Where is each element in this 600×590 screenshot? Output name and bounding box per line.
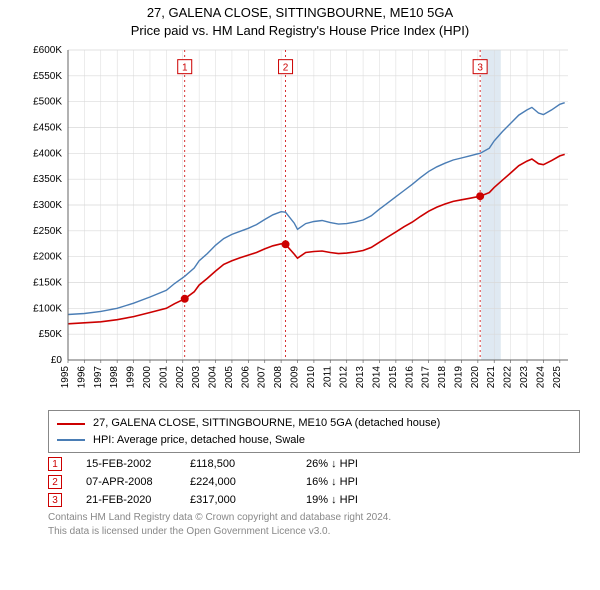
- sale-date: 07-APR-2008: [70, 476, 182, 488]
- sale-diff: 19% ↓ HPI: [306, 494, 426, 506]
- svg-text:£500K: £500K: [33, 97, 62, 108]
- sale-marker: 2: [48, 475, 62, 489]
- svg-text:2019: 2019: [453, 366, 464, 389]
- svg-text:£0: £0: [51, 355, 63, 366]
- sale-date: 21-FEB-2020: [70, 494, 182, 506]
- sale-row: 1 15-FEB-2002 £118,500 26% ↓ HPI: [48, 457, 580, 471]
- svg-text:£50K: £50K: [39, 330, 63, 341]
- svg-text:2: 2: [283, 63, 289, 74]
- sale-diff: 16% ↓ HPI: [306, 476, 426, 488]
- svg-text:2010: 2010: [306, 366, 317, 389]
- sale-row: 3 21-FEB-2020 £317,000 19% ↓ HPI: [48, 493, 580, 507]
- svg-text:1995: 1995: [60, 366, 71, 389]
- svg-text:2005: 2005: [224, 366, 235, 389]
- attribution-line-1: Contains HM Land Registry data © Crown c…: [48, 511, 580, 525]
- sale-diff: 26% ↓ HPI: [306, 458, 426, 470]
- svg-text:2008: 2008: [273, 366, 284, 389]
- svg-text:2006: 2006: [240, 366, 251, 389]
- svg-text:2022: 2022: [503, 366, 514, 389]
- svg-text:£350K: £350K: [33, 175, 62, 186]
- svg-text:£550K: £550K: [33, 71, 62, 82]
- svg-text:2002: 2002: [175, 366, 186, 389]
- svg-text:2011: 2011: [322, 366, 333, 388]
- sales-table: 1 15-FEB-2002 £118,500 26% ↓ HPI 2 07-APR-200…: [48, 457, 580, 507]
- svg-text:2024: 2024: [535, 366, 546, 389]
- title-line-2: Price paid vs. HM Land Registry's House …: [0, 22, 600, 40]
- svg-text:2017: 2017: [421, 366, 432, 389]
- svg-text:2016: 2016: [404, 366, 415, 389]
- legend-swatch: [57, 439, 85, 441]
- sale-date: 15-FEB-2002: [70, 458, 182, 470]
- sale-price: £224,000: [190, 476, 298, 488]
- svg-text:2003: 2003: [191, 366, 202, 389]
- attribution-line-2: This data is licensed under the Open Gov…: [48, 525, 580, 539]
- svg-text:£250K: £250K: [33, 226, 62, 237]
- sale-row: 2 07-APR-2008 £224,000 16% ↓ HPI: [48, 475, 580, 489]
- svg-text:1998: 1998: [109, 366, 120, 389]
- svg-text:1997: 1997: [93, 366, 104, 389]
- attribution: Contains HM Land Registry data © Crown c…: [48, 511, 580, 538]
- sale-price: £118,500: [190, 458, 298, 470]
- svg-text:2009: 2009: [290, 366, 301, 389]
- legend-label: HPI: Average price, detached house, Swal…: [93, 432, 305, 449]
- svg-text:1996: 1996: [76, 366, 87, 389]
- svg-text:2014: 2014: [371, 366, 382, 389]
- svg-text:£400K: £400K: [33, 149, 62, 160]
- sale-marker: 3: [48, 493, 62, 507]
- svg-text:£450K: £450K: [33, 123, 62, 134]
- legend-label: 27, GALENA CLOSE, SITTINGBOURNE, ME10 5G…: [93, 415, 440, 432]
- title-line-1: 27, GALENA CLOSE, SITTINGBOURNE, ME10 5G…: [0, 4, 600, 22]
- chart-container: 27, GALENA CLOSE, SITTINGBOURNE, ME10 5G…: [0, 0, 600, 590]
- svg-text:£150K: £150K: [33, 278, 62, 289]
- legend-row: HPI: Average price, detached house, Swal…: [57, 432, 571, 449]
- svg-text:2020: 2020: [470, 366, 481, 389]
- sale-price: £317,000: [190, 494, 298, 506]
- chart-svg: £0 £50K £100K £150K £200K £250K £300K £350K £400…: [20, 44, 580, 404]
- svg-text:2012: 2012: [339, 366, 350, 389]
- svg-text:2004: 2004: [208, 366, 219, 389]
- legend: 27, GALENA CLOSE, SITTINGBOURNE, ME10 5G…: [48, 410, 580, 453]
- legend-swatch: [57, 423, 85, 425]
- svg-text:2000: 2000: [142, 366, 153, 389]
- svg-text:£100K: £100K: [33, 304, 62, 315]
- svg-text:2001: 2001: [158, 366, 169, 389]
- title-block: 27, GALENA CLOSE, SITTINGBOURNE, ME10 5G…: [0, 0, 600, 42]
- svg-text:£200K: £200K: [33, 252, 62, 263]
- chart-area: £0 £50K £100K £150K £200K £250K £300K £350K £400…: [20, 44, 580, 404]
- svg-text:£600K: £600K: [33, 45, 62, 56]
- svg-text:2021: 2021: [486, 366, 497, 389]
- legend-row: 27, GALENA CLOSE, SITTINGBOURNE, ME10 5G…: [57, 415, 571, 432]
- svg-text:3: 3: [477, 63, 483, 74]
- svg-text:2018: 2018: [437, 366, 448, 389]
- svg-text:2023: 2023: [519, 366, 530, 389]
- svg-text:2015: 2015: [388, 366, 399, 389]
- svg-text:2007: 2007: [257, 366, 268, 389]
- svg-text:£300K: £300K: [33, 200, 62, 211]
- svg-text:1: 1: [182, 63, 188, 74]
- svg-text:2013: 2013: [355, 366, 366, 389]
- sale-marker: 1: [48, 457, 62, 471]
- svg-text:2025: 2025: [552, 366, 563, 389]
- svg-text:1999: 1999: [126, 366, 137, 389]
